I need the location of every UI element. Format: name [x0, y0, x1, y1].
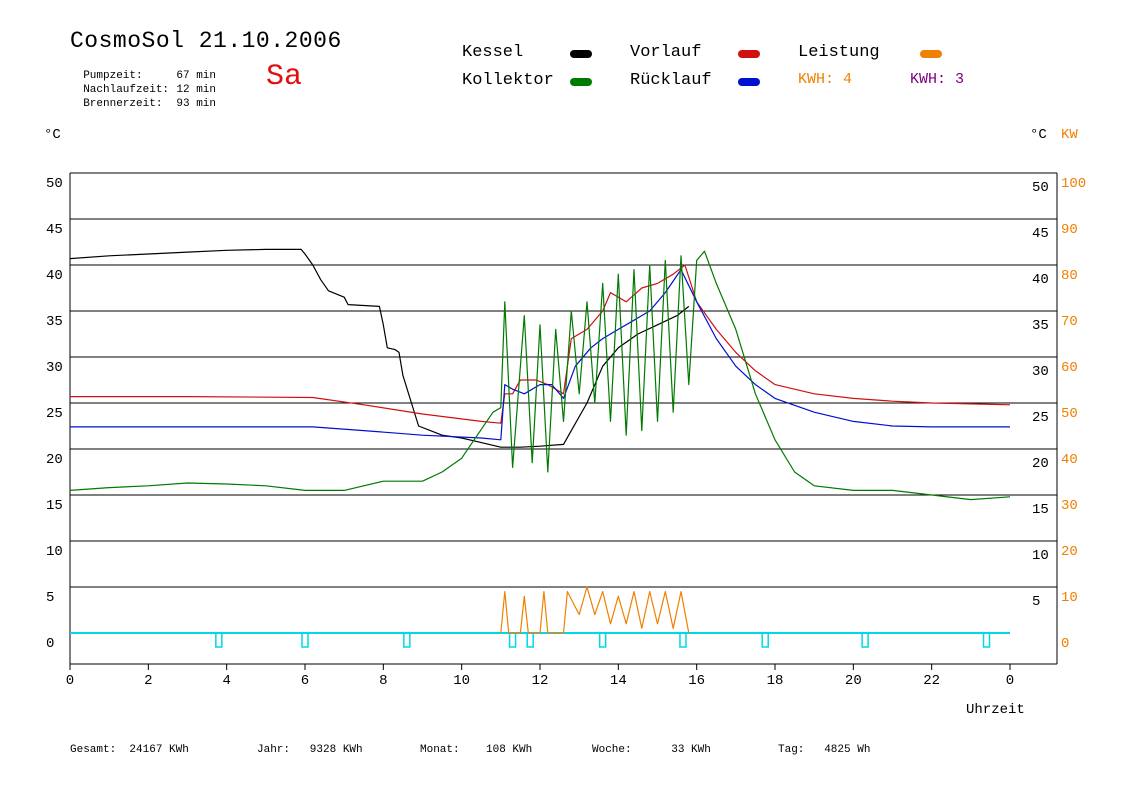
x-tick-label: 16	[688, 673, 705, 689]
pump-marker	[403, 632, 411, 648]
y2-tick-kw: 30	[1061, 498, 1078, 514]
legend-kessel-swatch	[570, 50, 592, 58]
y-tick-left: 15	[46, 498, 63, 514]
y2-tick-kw: 70	[1061, 314, 1078, 330]
y2-tick-kw: 60	[1061, 360, 1078, 376]
pump-marker	[761, 632, 769, 648]
legend-kessel: Kessel	[462, 43, 524, 62]
footer-gesamt: Gesamt: 24167 KWh	[70, 744, 189, 756]
y-tick-left: 25	[46, 406, 63, 422]
y2-tick-kw: 20	[1061, 544, 1078, 560]
series-line-leistung	[500, 586, 690, 634]
x-tick-label: 8	[379, 673, 387, 689]
stat-brennerzeit: Brennerzeit: 93 min	[70, 86, 216, 110]
weekday-label: Sa	[266, 60, 303, 94]
y-tick-left: 40	[46, 268, 63, 284]
legend-ruecklauf: Rücklauf	[630, 71, 712, 90]
pump-marker	[861, 632, 869, 648]
y-tick-right: 45	[1032, 226, 1049, 242]
x-tick-label: 18	[767, 673, 784, 689]
x-tick-label: 12	[532, 673, 549, 689]
right-axis-unit-kw: KW	[1061, 127, 1078, 143]
stat-label: Brennerzeit:	[83, 98, 163, 110]
y-tick-right: 20	[1032, 456, 1049, 472]
pump-marker	[301, 632, 309, 648]
series-line-kessel	[69, 248, 690, 448]
y-tick-left: 20	[46, 452, 63, 468]
left-axis-unit: °C	[44, 127, 61, 143]
x-tick-label: 4	[222, 673, 230, 689]
pump-marker	[679, 632, 687, 648]
y-tick-right: 40	[1032, 272, 1049, 288]
pump-marker	[508, 632, 517, 648]
y2-tick-kw: 10	[1061, 590, 1078, 606]
right-axis-unit: °C	[1030, 127, 1047, 143]
y-tick-left: 10	[46, 544, 63, 560]
footer-woche: Woche: 33 KWh	[592, 744, 711, 756]
y-tick-left: 5	[46, 590, 54, 606]
stat-value: 12 min	[176, 84, 216, 96]
legend-leistung: Leistung	[798, 43, 880, 62]
pump-marker	[526, 632, 534, 648]
stat-pumpzeit: Pumpzeit: 67 min	[70, 58, 216, 82]
x-tick-label: 2	[144, 673, 152, 689]
y-tick-right: 50	[1032, 180, 1049, 196]
legend-kollektor: Kollektor	[462, 71, 554, 90]
series-line-kollektor	[69, 250, 1011, 501]
series-line-rcklauf	[70, 269, 1010, 441]
y-tick-left: 45	[46, 222, 63, 238]
y2-tick-kw: 80	[1061, 268, 1078, 284]
y-tick-right: 30	[1032, 364, 1049, 380]
legend-leistung-swatch	[920, 50, 942, 58]
x-tick-label: 6	[301, 673, 309, 689]
x-tick-label: 14	[610, 673, 627, 689]
y2-tick-kw: 40	[1061, 452, 1078, 468]
stat-value: 67 min	[176, 70, 216, 82]
x-tick-label: 10	[453, 673, 470, 689]
y2-tick-kw: 50	[1061, 406, 1078, 422]
pump-marker	[598, 632, 607, 648]
y-tick-left: 50	[46, 176, 63, 192]
x-axis-label: Uhrzeit	[966, 702, 1025, 718]
x-tick-label: 0	[66, 673, 74, 689]
y-tick-left: 35	[46, 314, 63, 330]
stat-label: Nachlaufzeit:	[83, 84, 170, 96]
footer-monat: Monat: 108 KWh	[420, 744, 533, 756]
legend-kollektor-swatch	[570, 78, 592, 86]
legend-kwh-1: KWH: 4	[798, 71, 853, 88]
y-tick-left: 0	[46, 636, 54, 652]
legend-kwh-2: KWH: 3	[910, 71, 965, 88]
stat-nachlaufzeit: Nachlaufzeit: 12 min	[70, 72, 216, 96]
footer-tag: Tag: 4825 Wh	[778, 744, 871, 756]
stat-value: 93 min	[176, 98, 216, 110]
legend-ruecklauf-swatch	[738, 78, 760, 86]
y-tick-left: 30	[46, 360, 63, 376]
y2-tick-kw: 90	[1061, 222, 1078, 238]
x-tick-label: 20	[845, 673, 862, 689]
y-tick-right: 10	[1032, 548, 1049, 564]
series-line-vorlauf	[70, 264, 1011, 424]
x-tick-label: 0	[1006, 673, 1014, 689]
stat-label: Pumpzeit:	[83, 70, 143, 82]
chart-title: CosmoSol 21.10.2006	[70, 28, 342, 54]
y-tick-right: 35	[1032, 318, 1049, 334]
y-tick-right: 5	[1032, 594, 1040, 610]
y-tick-right: 25	[1032, 410, 1049, 426]
legend-vorlauf-swatch	[738, 50, 760, 58]
x-tick-label: 22	[923, 673, 940, 689]
pump-marker	[982, 632, 991, 648]
y2-tick-kw: 0	[1061, 636, 1069, 652]
pump-marker	[215, 632, 223, 648]
legend-vorlauf: Vorlauf	[630, 43, 702, 62]
y-tick-right: 15	[1032, 502, 1049, 518]
y2-tick-kw: 100	[1061, 176, 1086, 192]
footer-jahr: Jahr: 9328 KWh	[257, 744, 363, 756]
